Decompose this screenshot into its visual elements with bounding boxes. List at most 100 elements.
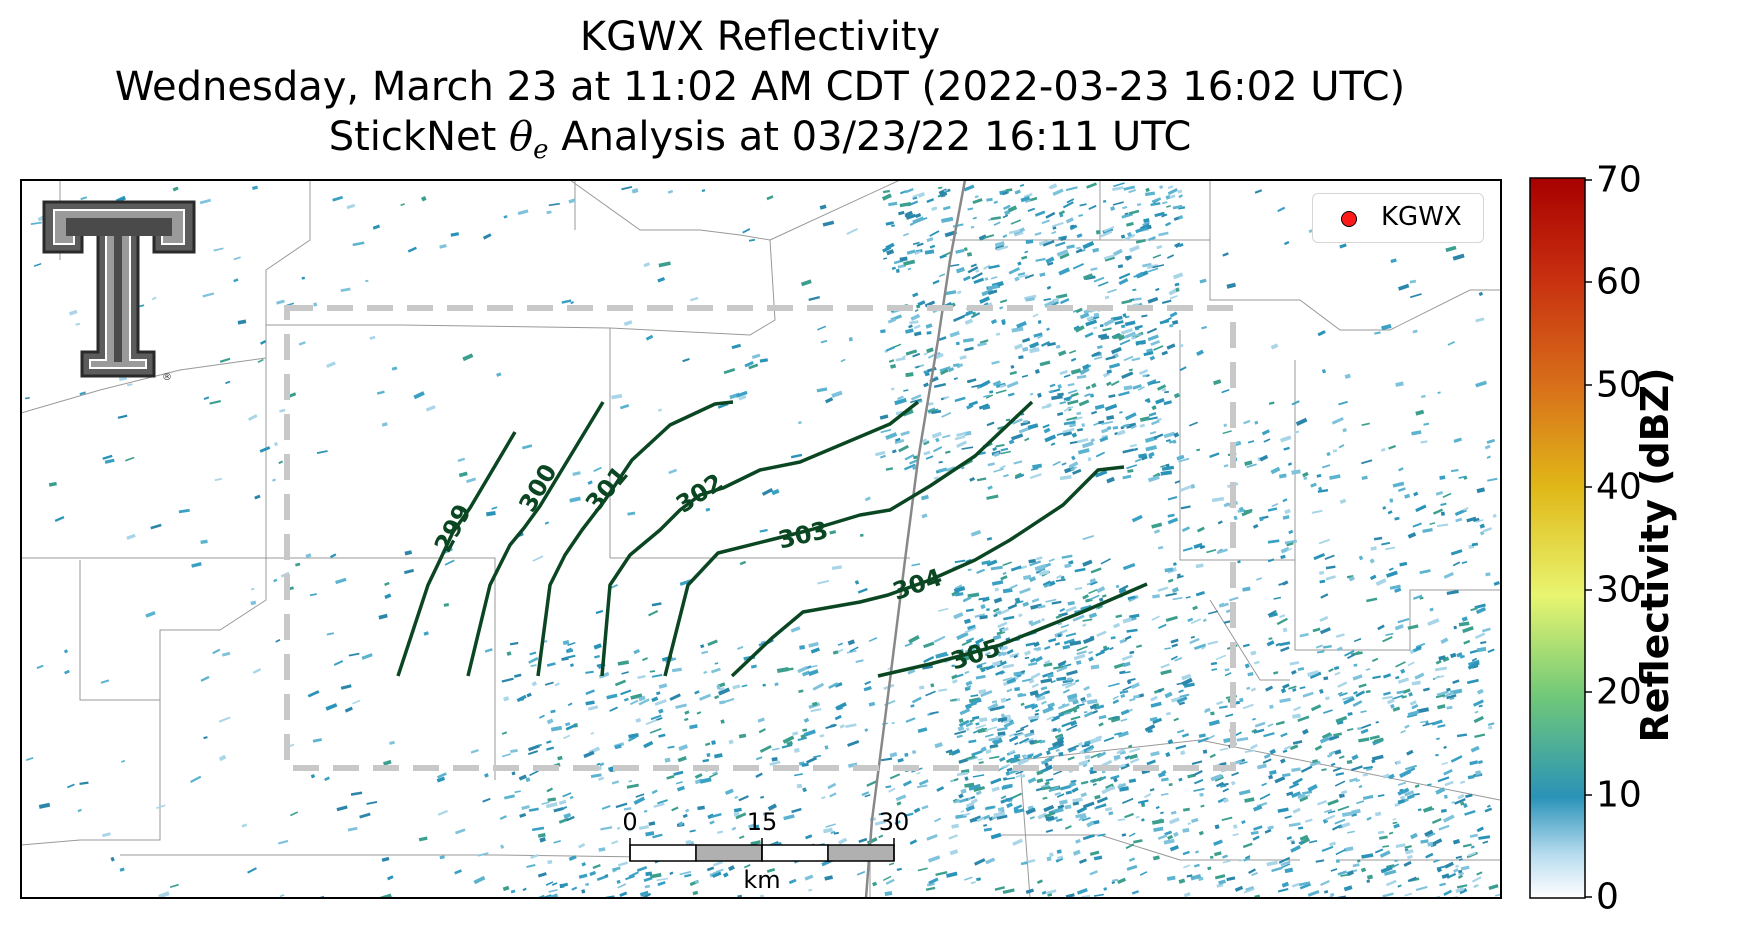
echo-speckle: [919, 685, 925, 690]
echo-speckle: [1189, 637, 1200, 645]
echo-speckle: [1057, 622, 1063, 626]
echo-speckle: [1369, 734, 1380, 741]
echo-speckle: [1129, 697, 1136, 702]
echo-speckle: [1148, 451, 1155, 458]
echo-speckle: [983, 827, 993, 832]
echo-speckle: [1356, 859, 1361, 863]
echo-speckle: [1082, 241, 1095, 250]
echo-speckle: [104, 458, 115, 464]
echo-speckle: [964, 670, 970, 675]
echo-speckle: [1284, 241, 1290, 246]
echo-speckle: [1406, 854, 1413, 860]
echo-speckle: [645, 719, 657, 726]
echo-speckle: [1112, 699, 1120, 705]
echo-speckle: [1382, 773, 1390, 779]
echo-speckle: [1174, 282, 1180, 287]
echo-speckle: [1327, 753, 1333, 758]
echo-speckle: [758, 728, 766, 734]
echo-speckle: [1034, 368, 1040, 375]
echo-speckle: [1164, 390, 1170, 394]
scalebar-label-15: 15: [746, 808, 778, 836]
echo-speckle: [1121, 654, 1133, 661]
echo-speckle: [1175, 287, 1180, 292]
echo-speckle: [1050, 679, 1056, 684]
echo-speckle: [1346, 870, 1355, 877]
echo-speckle: [1292, 807, 1301, 814]
echo-speckle: [313, 302, 318, 307]
echo-speckle: [1037, 335, 1043, 339]
echo-speckle: [1459, 888, 1468, 895]
echo-speckle: [1060, 236, 1067, 242]
echo-speckle: [1139, 871, 1148, 876]
echo-speckle: [1105, 355, 1116, 361]
echo-speckle: [1398, 283, 1410, 291]
echo-speckle: [1075, 838, 1081, 844]
echo-speckle: [998, 608, 1010, 616]
echo-speckle: [1167, 578, 1174, 583]
echo-speckle: [1148, 416, 1158, 421]
echo-speckle: [974, 195, 979, 199]
echo-speckle: [945, 749, 953, 754]
echo-speckle: [1146, 399, 1151, 404]
echo-speckle: [816, 387, 828, 393]
echo-speckle: [1088, 588, 1098, 595]
echo-speckle: [1320, 879, 1330, 886]
echo-speckle: [1138, 369, 1149, 375]
echo-speckle: [1002, 663, 1015, 669]
echo-speckle: [1213, 851, 1222, 857]
echo-speckle: [75, 322, 81, 326]
echo-speckle: [797, 421, 802, 425]
echo-speckle: [970, 881, 976, 885]
echo-speckle: [1065, 217, 1074, 224]
echo-speckle: [1252, 804, 1263, 812]
echo-speckle: [548, 202, 560, 207]
echo-speckle: [1049, 852, 1054, 858]
echo-speckle: [273, 578, 278, 583]
echo-speckle: [1399, 561, 1408, 567]
echo-speckle: [913, 807, 921, 814]
echo-speckle: [1152, 855, 1160, 861]
echo-speckle: [995, 734, 1004, 739]
echo-speckle: [1097, 333, 1108, 339]
echo-speckle: [1390, 703, 1395, 709]
echo-speckle: [1117, 877, 1127, 885]
echo-speckle: [1408, 692, 1413, 697]
echo-speckle: [1003, 209, 1011, 216]
echo-speckle: [1358, 555, 1364, 561]
echo-speckle: [995, 332, 1001, 336]
echo-speckle: [1033, 647, 1041, 651]
echo-speckle: [1152, 717, 1163, 725]
echo-speckle: [1040, 686, 1048, 691]
echo-speckle: [970, 225, 975, 229]
echo-speckle: [1208, 719, 1220, 727]
echo-speckle: [1009, 370, 1018, 376]
echo-speckle: [1450, 549, 1463, 556]
echo-speckle: [1009, 652, 1020, 658]
echo-speckle: [1222, 859, 1231, 864]
echo-speckle: [679, 579, 692, 586]
echo-speckle: [510, 748, 518, 753]
echo-speckle: [908, 459, 918, 465]
echo-speckle: [1118, 277, 1129, 286]
echo-speckle: [1001, 784, 1013, 790]
echo-speckle: [1308, 839, 1318, 844]
echo-speckle: [1151, 615, 1160, 621]
echo-speckle: [1334, 818, 1346, 825]
echo-speckle: [955, 248, 965, 254]
echo-speckle: [1299, 632, 1309, 638]
echo-speckle: [1176, 696, 1188, 704]
echo-speckle: [565, 723, 577, 731]
echo-speckle: [102, 454, 113, 460]
echo-speckle: [1056, 727, 1062, 733]
echo-speckle: [585, 700, 595, 706]
echo-speckle: [935, 870, 948, 877]
echo-speckle: [1000, 450, 1011, 455]
echo-speckle: [931, 206, 938, 211]
echo-speckle: [712, 860, 723, 867]
echo-speckle: [570, 301, 575, 305]
echo-speckle: [1003, 681, 1008, 686]
echo-speckle: [1022, 574, 1032, 581]
echo-speckle: [1075, 812, 1087, 819]
echo-speckle: [1089, 393, 1095, 398]
echo-speckle: [1151, 522, 1163, 529]
